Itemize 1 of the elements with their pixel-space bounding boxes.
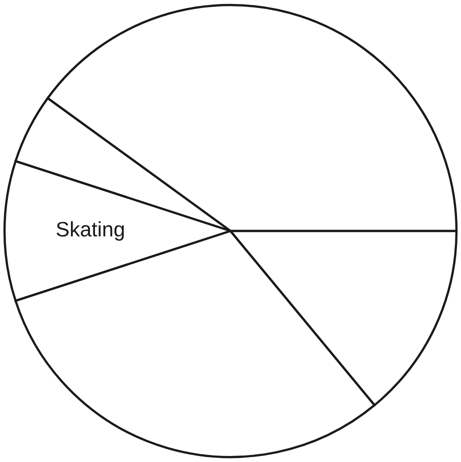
slice-label: Skating — [56, 221, 124, 241]
